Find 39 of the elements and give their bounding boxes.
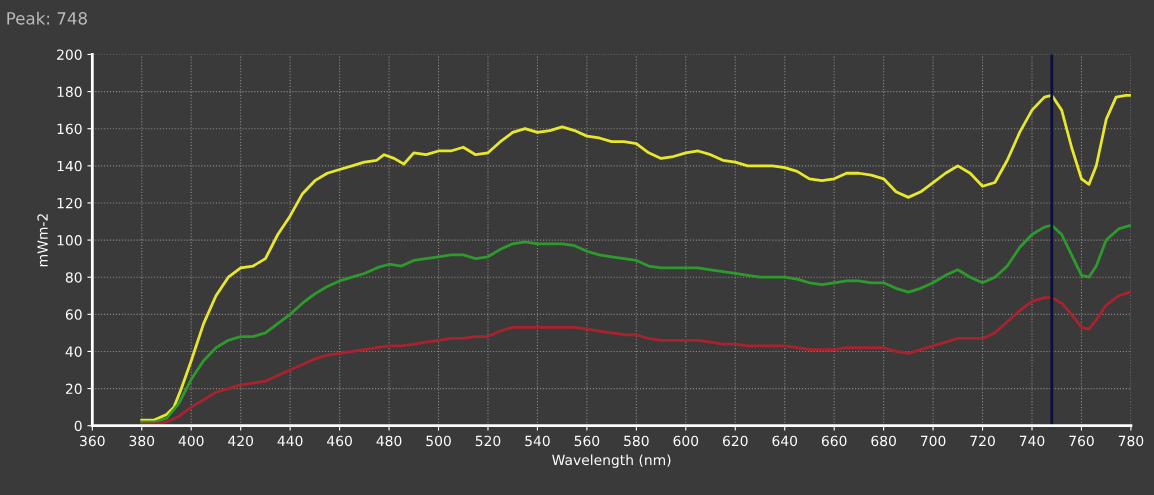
x-tick-label: 600: [673, 435, 699, 447]
x-tick-label: 500: [426, 435, 451, 447]
y-tick-label: 20: [65, 383, 82, 395]
x-tick-label: 440: [277, 435, 303, 447]
x-tick-label: 460: [327, 435, 352, 447]
x-tick-label: 640: [772, 435, 798, 447]
x-tick-label: 560: [574, 435, 600, 447]
line-series: [140, 290, 1131, 426]
x-tick-label: 720: [970, 435, 995, 447]
x-tick-label: 520: [475, 435, 501, 447]
y-axis-title: mWm-2: [37, 214, 48, 267]
y-tick-label: 140: [57, 160, 82, 172]
x-tick-label: 480: [376, 435, 402, 447]
line-series: [140, 223, 1131, 424]
y-tick-label: 200: [57, 49, 82, 60]
x-tick-label: 740: [1019, 435, 1045, 447]
x-tick-label: 760: [1069, 435, 1094, 447]
chart-title: Peak: 748: [7, 11, 87, 25]
x-tick-label: 400: [178, 435, 204, 447]
x-tick-label: 660: [821, 435, 847, 447]
y-tick-label: 180: [57, 86, 82, 98]
x-tick-label: 420: [228, 435, 254, 447]
x-tick-label: 360: [80, 435, 105, 447]
y-tick-label: 120: [57, 197, 82, 209]
y-tick-label: 80: [65, 272, 82, 283]
y-tick-label: 100: [57, 235, 82, 246]
x-tick-label: 380: [129, 435, 155, 447]
x-tick-label: 540: [525, 435, 550, 447]
y-tick-label: 0: [74, 420, 82, 432]
x-tick-label: 620: [722, 435, 748, 447]
line-series: [140, 93, 1131, 422]
y-tick-label: 60: [65, 309, 82, 320]
x-axis-title: Wavelength (nm): [552, 454, 671, 468]
x-tick-label: 580: [624, 435, 649, 447]
x-tick-label: 680: [871, 435, 896, 447]
x-tick-label: 700: [920, 435, 946, 447]
y-tick-label: 40: [65, 346, 82, 357]
x-tick-label: 780: [1118, 435, 1144, 447]
y-tick-label: 160: [57, 123, 82, 135]
